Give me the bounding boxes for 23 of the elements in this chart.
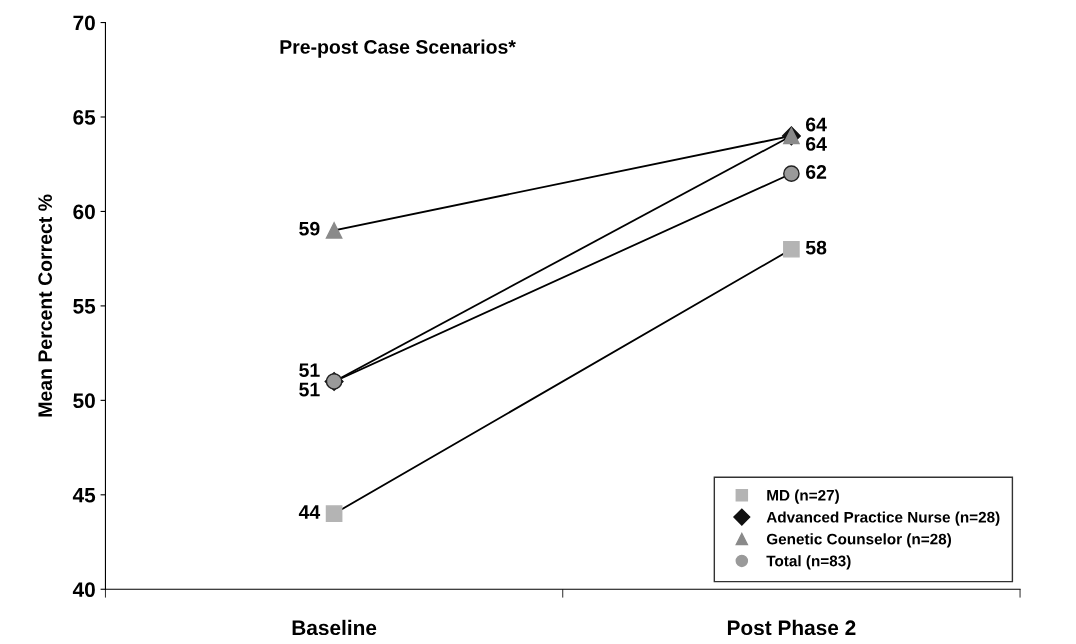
y-tick-label: 55 — [73, 299, 96, 314]
text: Pre-post Case Scenarios* — [280, 39, 516, 58]
data-label: 64 — [806, 117, 827, 132]
data-label: 58 — [805, 240, 827, 255]
data-label: 51 — [299, 363, 320, 377]
y-tick-label: 65 — [73, 109, 96, 125]
legend-label: MD (n=27) — [767, 489, 839, 504]
data-label: 51 — [299, 382, 320, 397]
legend-label: Advanced Practice Nurse (n=28) — [766, 511, 1000, 526]
data-label: 64 — [806, 137, 827, 151]
y-tick-label: 60 — [73, 204, 95, 220]
y-tick-label: 45 — [72, 488, 96, 503]
y-tick-label: 70 — [73, 15, 95, 31]
data-label: 62 — [806, 165, 827, 179]
legend-label: Genetic Counselor (n=28) — [766, 533, 951, 548]
x-tick-label: Baseline — [292, 619, 377, 636]
data-label: 59 — [299, 221, 320, 236]
y-tick-label: 40 — [72, 582, 95, 598]
data-label: 44 — [298, 505, 321, 519]
y-tick-label: 50 — [73, 393, 95, 409]
x-tick-label: Post Phase 2 — [727, 619, 856, 636]
y-axis-title: Mean Percent Correct % — [38, 194, 53, 417]
legend-label: Total (n=83) — [766, 555, 851, 570]
